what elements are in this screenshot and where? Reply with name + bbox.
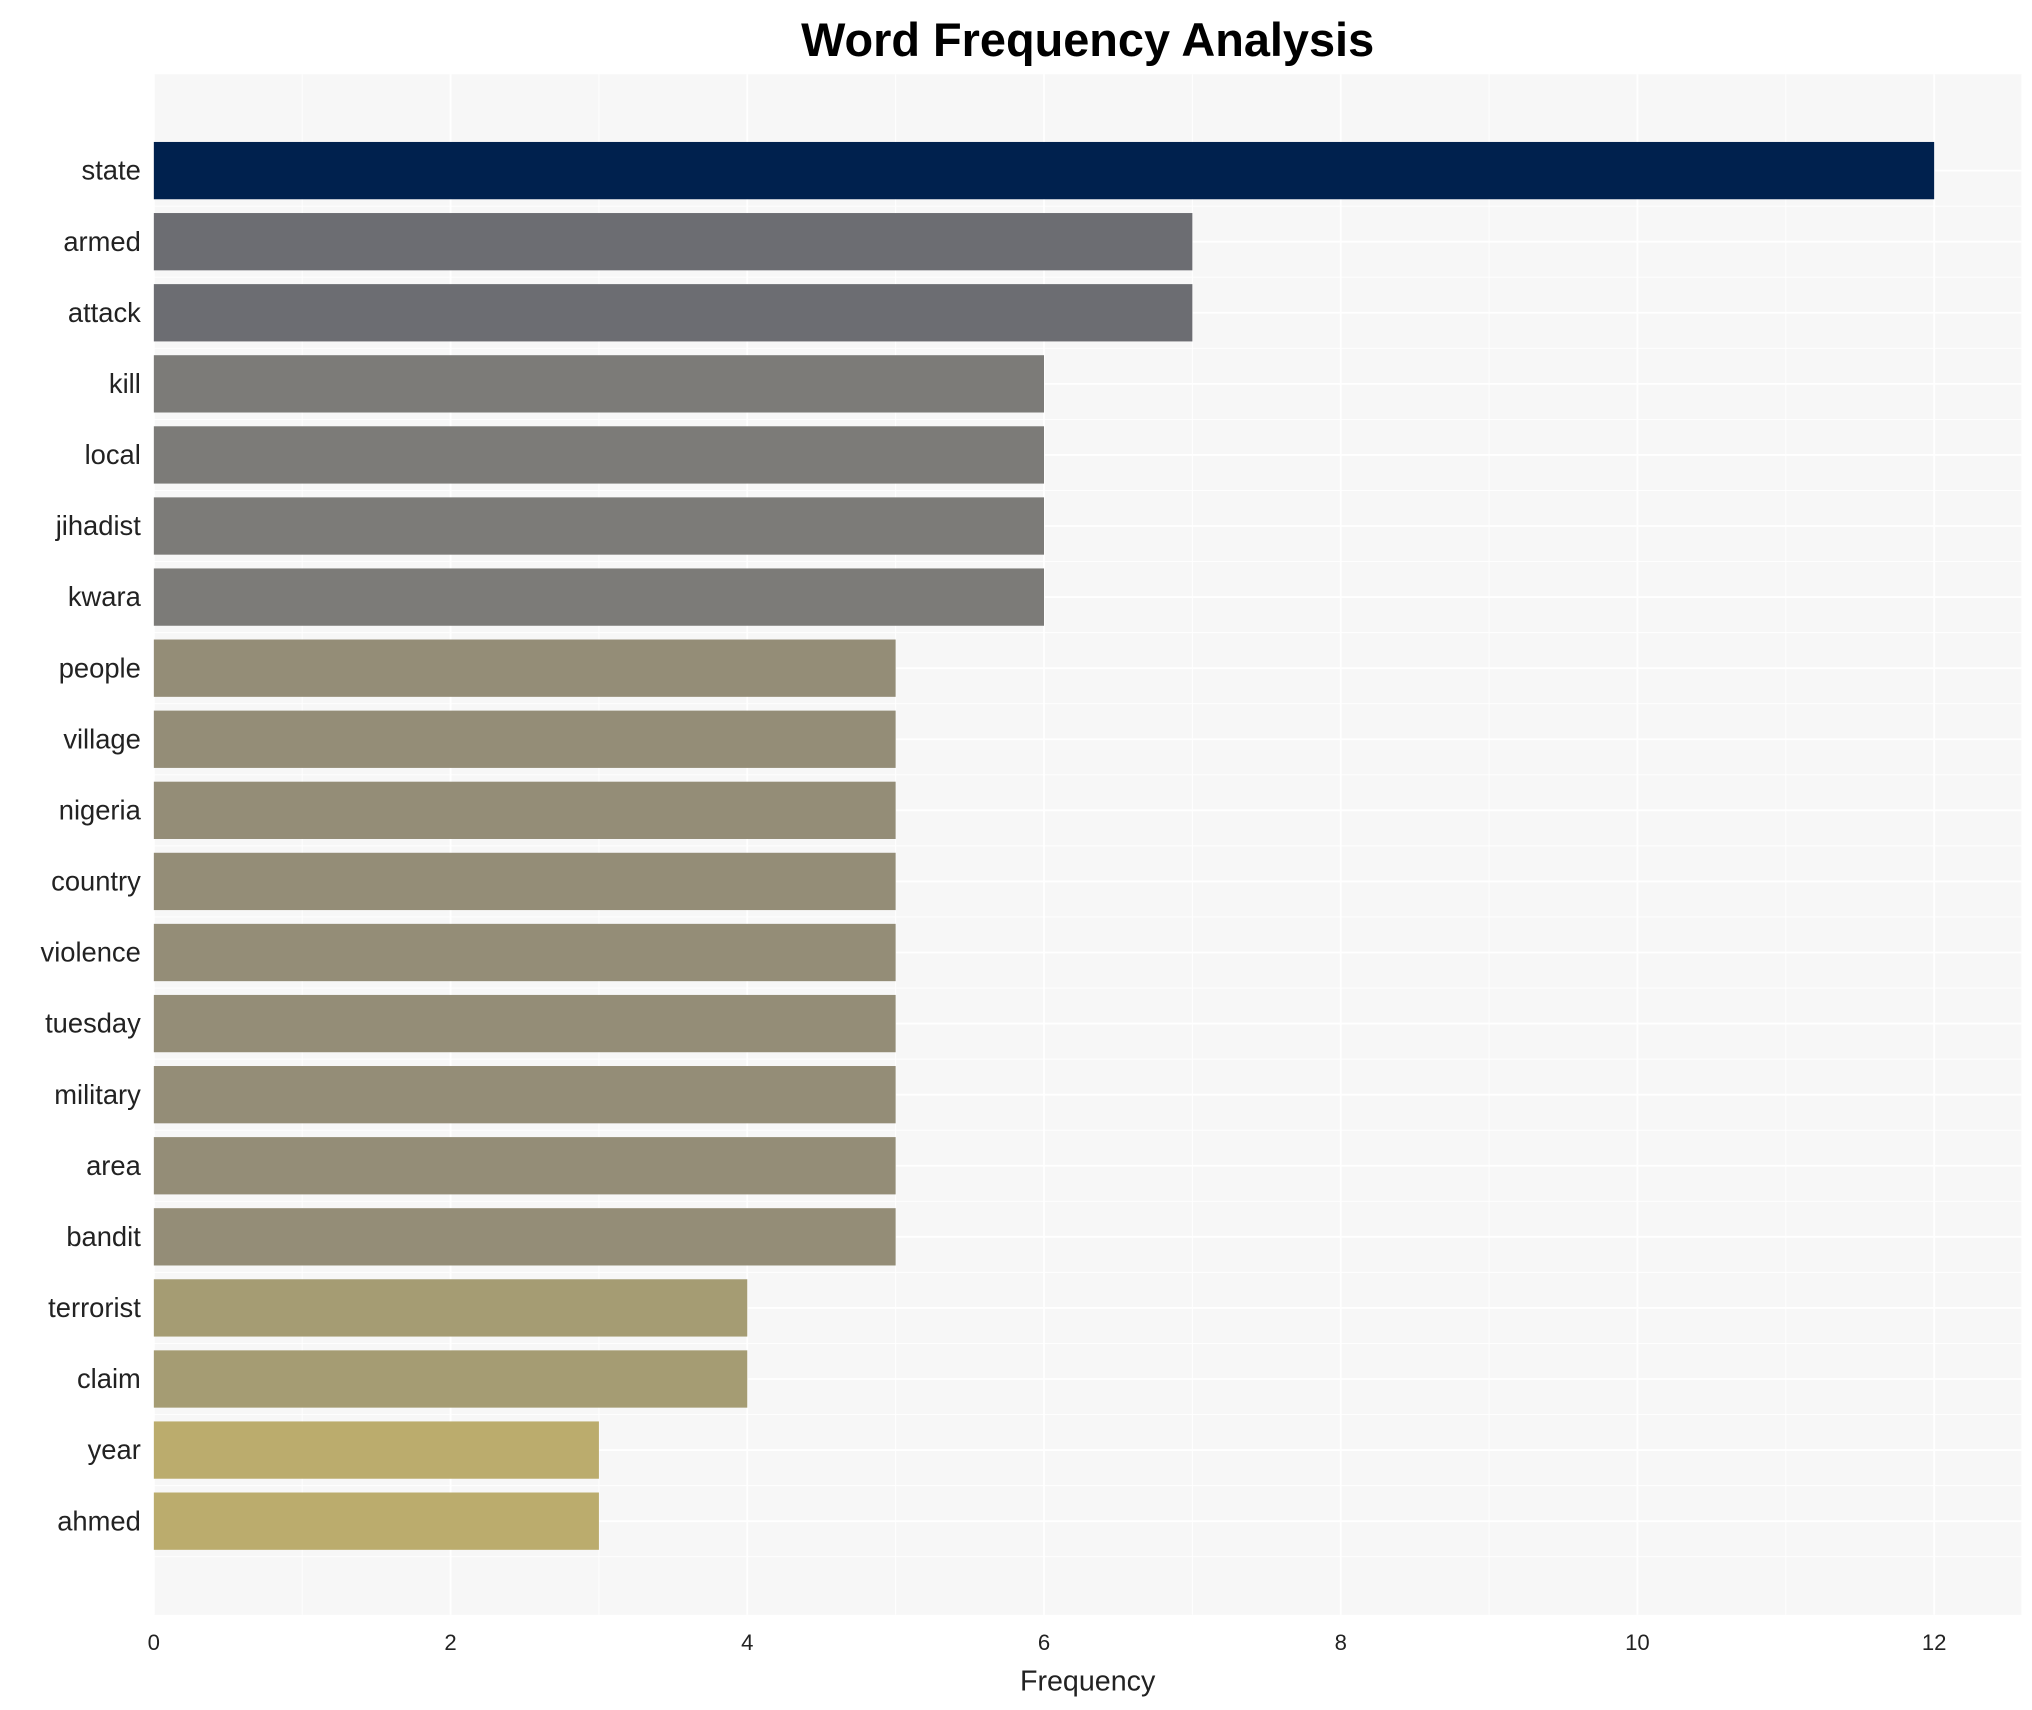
x-axis-label: Frequency <box>1020 1665 1156 1697</box>
category-label-tuesday: tuesday <box>45 1008 141 1039</box>
bar-year <box>153 1421 599 1479</box>
category-label-local: local <box>85 439 141 470</box>
bars <box>153 141 1935 1550</box>
bar-state <box>153 141 1935 200</box>
bar-tuesday <box>153 994 896 1053</box>
x-tick-label: 2 <box>444 1630 456 1655</box>
category-label-military: military <box>54 1079 141 1110</box>
bar-area <box>153 1137 896 1195</box>
category-label-kwara: kwara <box>68 581 142 612</box>
bar-local <box>153 426 1045 484</box>
bar-village <box>153 710 896 768</box>
x-tick-labels: 0 2 4 6 8 10 12 <box>148 1630 1947 1655</box>
category-label-area: area <box>86 1150 141 1181</box>
category-label-bandit: bandit <box>66 1221 141 1252</box>
category-label-armed: armed <box>63 226 140 257</box>
category-label-attack: attack <box>68 297 141 328</box>
bar-kwara <box>153 568 1045 626</box>
bar-jihadist <box>153 497 1045 555</box>
bar-people <box>153 639 896 697</box>
category-label-year: year <box>88 1434 141 1465</box>
category-labels: state armed attack kill local jihadist kwara pe… <box>41 155 142 1537</box>
category-label-violence: violence <box>41 937 141 968</box>
bar-violence <box>153 923 896 982</box>
bar-country <box>153 852 896 911</box>
x-tick-label: 6 <box>1038 1630 1050 1655</box>
chart-title: Word Frequency Analysis <box>801 14 1374 66</box>
bar-claim <box>153 1350 748 1408</box>
category-label-claim: claim <box>77 1363 141 1394</box>
bar-military <box>153 1066 896 1124</box>
category-label-jihadist: jihadist <box>55 510 141 541</box>
x-tick-label: 12 <box>1922 1630 1947 1655</box>
category-label-terrorist: terrorist <box>48 1292 141 1323</box>
x-tick-label: 4 <box>741 1630 753 1655</box>
bar-ahmed <box>153 1492 599 1550</box>
bar-armed <box>153 213 1193 271</box>
bar-kill <box>153 355 1045 413</box>
x-tick-label: 8 <box>1335 1630 1347 1655</box>
bar-nigeria <box>153 781 896 839</box>
category-label-people: people <box>59 652 141 683</box>
category-label-country: country <box>51 866 141 897</box>
category-label-state: state <box>82 155 141 186</box>
x-tick-label: 10 <box>1625 1630 1650 1655</box>
bar-bandit <box>153 1208 896 1266</box>
bar-attack <box>153 284 1193 342</box>
category-label-nigeria: nigeria <box>59 794 142 825</box>
category-label-village: village <box>63 723 140 754</box>
category-label-kill: kill <box>109 368 141 399</box>
category-label-ahmed: ahmed <box>57 1505 141 1536</box>
x-tick-label: 0 <box>148 1630 160 1655</box>
bar-terrorist <box>153 1279 748 1337</box>
